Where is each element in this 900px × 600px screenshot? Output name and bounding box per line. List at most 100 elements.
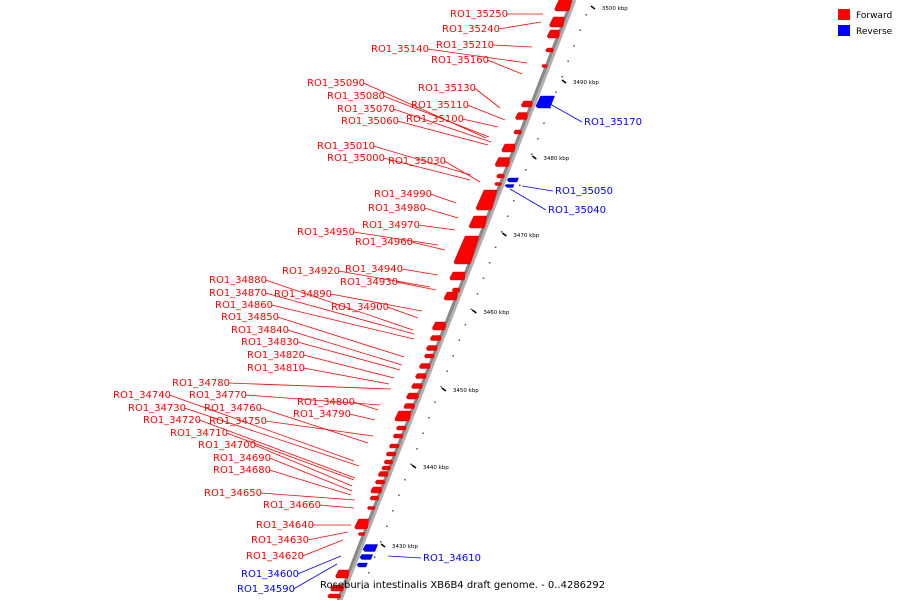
forward-gene-label: RO1_34710 <box>170 428 228 439</box>
forward-gene-label: RO1_34760 <box>204 403 262 414</box>
forward-gene-label: RO1_34850 <box>221 312 279 323</box>
scale-dot <box>579 29 581 31</box>
forward-gene-label: RO1_34660 <box>263 500 321 511</box>
scale-dot <box>464 324 467 326</box>
forward-gene-label: RO1_34920 <box>282 266 340 277</box>
tick-label: 3470 kbp <box>513 233 539 239</box>
reverse-gene-block <box>359 554 374 560</box>
forward-leader-line <box>265 420 374 437</box>
forward-gene-label: RO1_34680 <box>213 465 271 476</box>
tick-label: 3440 kbp <box>423 465 449 471</box>
forward-gene-block <box>389 443 400 449</box>
forward-leader-line <box>498 21 542 30</box>
forward-leader-line <box>330 293 423 312</box>
forward-gene-block <box>496 173 505 179</box>
forward-leader-line <box>353 401 379 411</box>
forward-gene-label: RO1_34800 <box>297 397 355 408</box>
scale-dot <box>404 479 406 481</box>
scale-dot <box>537 138 539 140</box>
forward-gene-block <box>432 321 446 331</box>
forward-leader-line <box>424 207 459 219</box>
forward-gene-label: RO1_34640 <box>256 520 314 531</box>
reverse-gene-block <box>506 177 519 183</box>
forward-leader-line <box>260 407 369 444</box>
legend-forward-swatch <box>838 9 850 20</box>
tick-label: 3490 kbp <box>573 80 599 86</box>
forward-gene-label: RO1_34790 <box>293 409 351 420</box>
forward-gene-block <box>521 100 533 108</box>
scale-dot <box>561 76 563 78</box>
reverse-gene-block <box>535 95 555 109</box>
forward-gene-label: RO1_34700 <box>198 440 256 451</box>
forward-leader-line <box>401 268 439 276</box>
scale-dot <box>422 432 424 434</box>
forward-gene-block <box>411 383 423 389</box>
scale-dot <box>555 91 557 93</box>
forward-gene-label: RO1_34960 <box>355 237 413 248</box>
forward-gene-label: RO1_35080 <box>327 91 385 102</box>
scale-dot <box>440 386 442 388</box>
forward-gene-label: RO1_34980 <box>368 203 426 214</box>
legend-reverse-label: Reverse <box>856 27 893 37</box>
forward-gene-label: RO1_34830 <box>241 337 299 348</box>
scale-dot <box>458 339 461 341</box>
reverse-leader-line <box>387 555 422 559</box>
forward-gene-label: RO1_34770 <box>189 390 247 401</box>
forward-leader-line <box>303 354 395 379</box>
forward-leader-line <box>199 419 356 479</box>
forward-gene-label: RO1_34630 <box>251 535 309 546</box>
scale-dot <box>482 277 485 279</box>
forward-gene-block <box>443 291 458 301</box>
reverse-gene-label: RO1_35040 <box>548 205 606 216</box>
forward-gene-block <box>374 479 386 485</box>
forward-gene-label: RO1_34810 <box>247 363 305 374</box>
scale-dot <box>428 417 430 419</box>
scale-dot <box>434 401 436 403</box>
reverse-leader-line <box>549 103 583 123</box>
reverse-leader-line <box>297 555 342 575</box>
scale-dot <box>585 14 588 16</box>
forward-gene-block <box>494 182 502 186</box>
scale-dot <box>531 153 533 155</box>
forward-leader-line <box>383 157 471 181</box>
tick-mark <box>441 387 447 392</box>
scale-dot <box>361 587 364 589</box>
scale-dot <box>488 262 491 264</box>
scale-dot <box>506 215 509 217</box>
forward-gene-label: RO1_35250 <box>450 9 508 20</box>
forward-leader-line <box>319 504 355 509</box>
forward-gene-label: RO1_34970 <box>362 220 420 231</box>
forward-leader-line <box>462 118 499 128</box>
forward-leader-line <box>260 492 356 501</box>
forward-leader-line <box>269 469 352 496</box>
forward-gene-block <box>330 584 344 592</box>
forward-gene-block <box>419 363 431 369</box>
forward-leader-line <box>418 224 456 231</box>
forward-leader-line <box>265 279 414 331</box>
forward-leader-line <box>411 241 446 251</box>
forward-gene-block <box>554 0 572 12</box>
forward-gene-label: RO1_34840 <box>231 325 289 336</box>
reverse-gene-label: RO1_35050 <box>555 186 613 197</box>
forward-gene-label: RO1_35070 <box>337 104 395 115</box>
forward-gene-label: RO1_34690 <box>213 453 271 464</box>
reverse-gene-block <box>504 184 515 188</box>
forward-leader-line <box>487 59 523 75</box>
forward-gene-block <box>394 410 411 422</box>
tick-mark <box>471 309 477 314</box>
scale-dot <box>476 293 479 295</box>
scale-dot <box>519 184 521 186</box>
scale-dot <box>543 122 545 124</box>
forward-gene-label: RO1_34720 <box>143 415 201 426</box>
reverse-gene-label: RO1_34600 <box>241 569 299 580</box>
forward-gene-label: RO1_34730 <box>128 403 186 414</box>
forward-leader-line <box>396 281 437 291</box>
gene-features <box>327 0 572 599</box>
forward-gene-label: RO1_34870 <box>209 288 267 299</box>
reverse-gene-label: RO1_34610 <box>423 553 481 564</box>
reverse-leader-line <box>521 185 554 192</box>
forward-gene-label: RO1_35090 <box>307 78 365 89</box>
forward-leader-line <box>467 104 506 121</box>
scale-dot <box>373 556 376 558</box>
forward-gene-label: RO1_34780 <box>172 378 230 389</box>
